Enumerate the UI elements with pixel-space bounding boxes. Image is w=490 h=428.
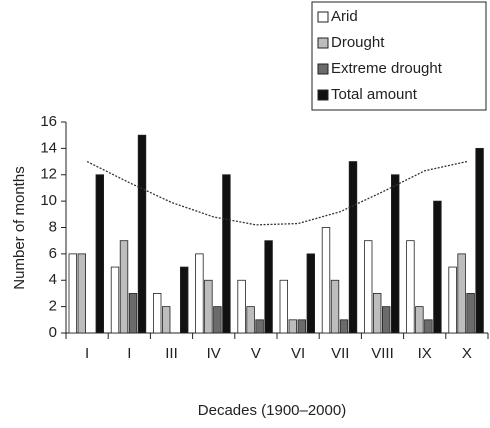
bar (152, 293, 162, 334)
legend-swatch (317, 63, 329, 75)
bar (390, 174, 400, 334)
y-tick-label: 10 (40, 192, 57, 209)
y-tick-label: 12 (40, 166, 57, 183)
bar (279, 279, 288, 334)
bar (128, 293, 138, 334)
bar (372, 293, 382, 334)
x-tick-label: X (462, 345, 472, 362)
legend-label: Extreme drought (331, 60, 443, 77)
y-tick-label: 0 (49, 324, 57, 341)
y-tick-label: 16 (40, 113, 57, 130)
legend-swatch (317, 37, 329, 49)
y-tick-label: 14 (40, 139, 57, 156)
legend-label: Arid (331, 8, 358, 25)
bar (448, 266, 457, 334)
bar (95, 174, 104, 334)
bar (339, 319, 349, 334)
bar (110, 266, 120, 334)
bar (77, 253, 86, 334)
bar (68, 253, 77, 334)
bar (237, 279, 246, 334)
bar (381, 306, 391, 334)
legend-swatch (317, 89, 329, 101)
bar (415, 306, 424, 334)
bar (179, 266, 189, 334)
bar (457, 253, 466, 334)
bar (406, 240, 415, 334)
bar (348, 161, 358, 334)
x-tick-label: IX (418, 345, 432, 362)
y-axis-label: Number of months (11, 166, 28, 289)
legend-label: Drought (331, 34, 385, 51)
bar (306, 253, 315, 334)
y-tick-label: 2 (49, 298, 57, 315)
legend-box (311, 1, 487, 111)
bar (246, 306, 255, 334)
legend-swatch (317, 11, 329, 23)
bar (195, 253, 204, 334)
bar (137, 134, 147, 334)
legend-label: Total amount (331, 86, 418, 103)
bar (330, 279, 340, 334)
x-tick-label: I (127, 345, 131, 362)
x-tick-label: I (85, 345, 89, 362)
bar (264, 240, 273, 334)
bar (222, 174, 231, 334)
x-tick-label: VI (291, 345, 305, 362)
trend-line (86, 160, 468, 226)
bar (424, 319, 433, 334)
bar (363, 240, 373, 334)
bar (475, 147, 484, 334)
bar (433, 200, 442, 334)
x-tick-label: IV (207, 345, 221, 362)
x-tick-label: VIII (371, 345, 394, 362)
bar (213, 306, 222, 334)
bar (321, 227, 331, 334)
bar (466, 293, 475, 334)
x-tick-label: III (165, 345, 178, 362)
bar (161, 306, 171, 334)
bar (255, 319, 264, 334)
bar (119, 240, 129, 334)
x-axis-label: Decades (1900–2000) (198, 402, 346, 419)
y-tick-label: 4 (49, 271, 57, 288)
bar (204, 279, 213, 334)
y-tick-label: 6 (49, 245, 57, 262)
bar (297, 319, 306, 334)
y-tick-label: 8 (49, 218, 57, 235)
bar (288, 319, 297, 334)
x-tick-label: VII (331, 345, 349, 362)
x-tick-label: V (251, 345, 261, 362)
